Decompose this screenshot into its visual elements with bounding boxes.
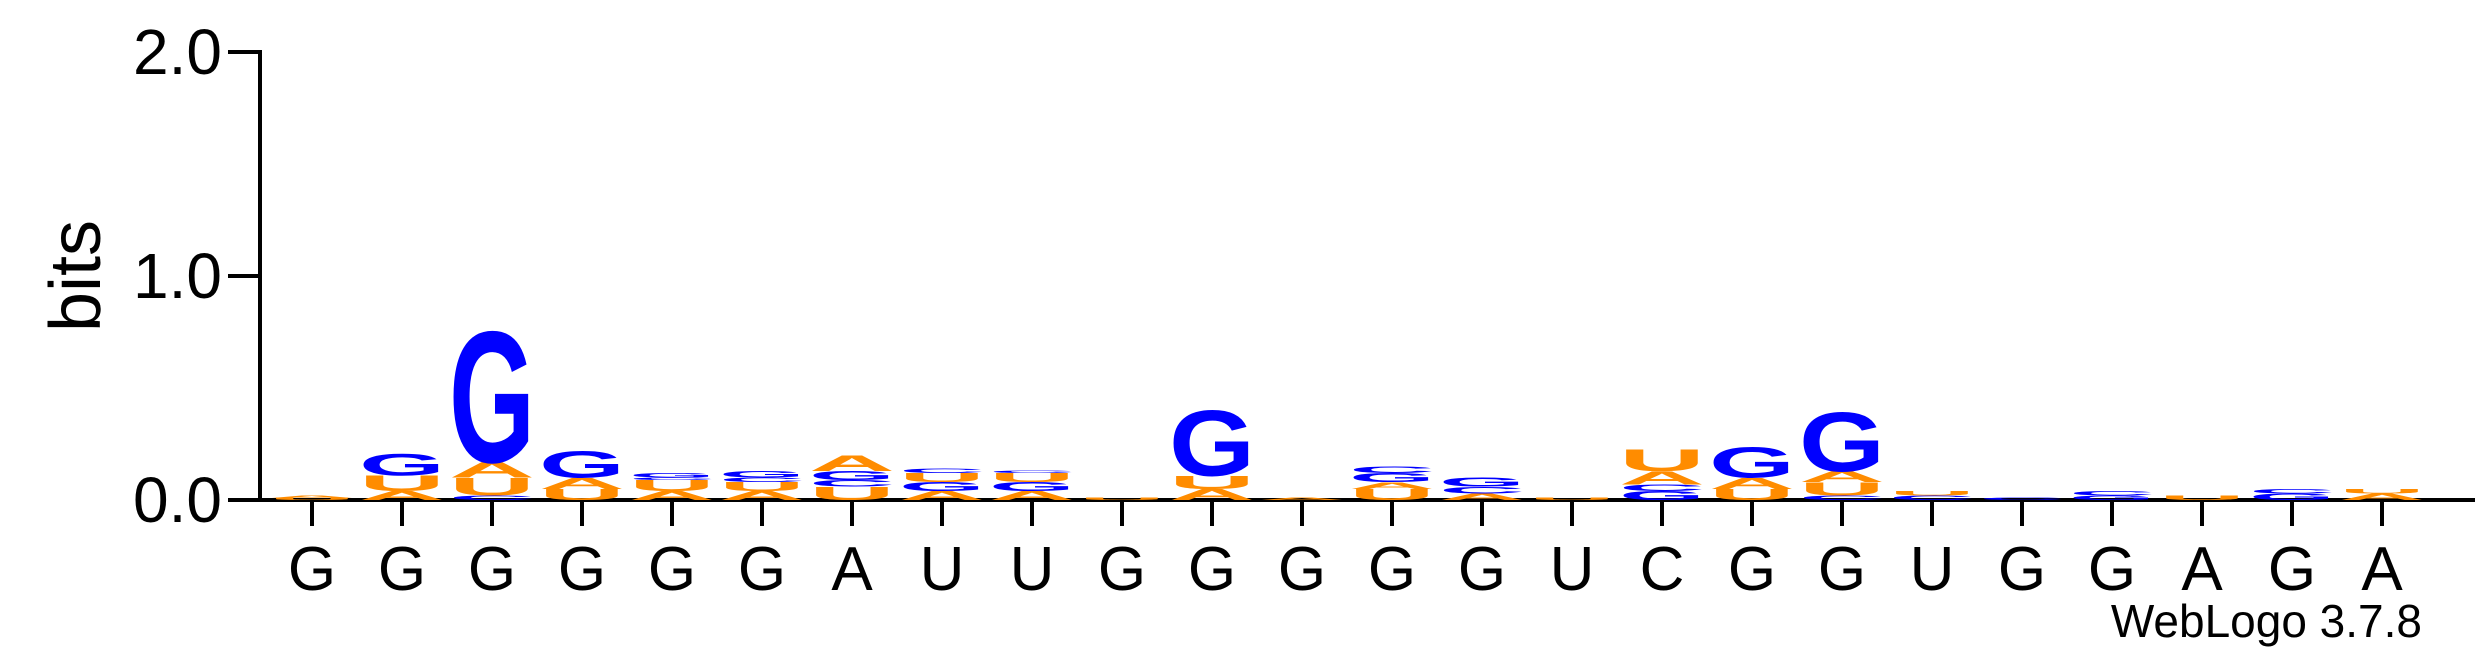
logo-letter: C [989,470,1075,473]
logo-letter: A [269,495,355,498]
x-tick-label: U [1550,535,1595,604]
logo-letter: C [1349,465,1435,475]
x-tick-label: G [1818,535,1866,604]
logo-letter: A [359,489,445,503]
logo-letter: U [899,471,985,485]
x-tick-label: G [1098,535,1146,604]
logo-letter: A [449,458,535,483]
x-tick-label: G [1368,535,1416,604]
logo-letter: G [1619,489,1705,503]
logo-letter: U [1799,479,1885,500]
x-tick-label: U [1010,535,1055,604]
logo-letter: C [1619,483,1705,493]
x-tick-label: G [558,535,606,604]
x-tick-label: G [738,535,786,604]
logo-letter: A [989,489,1075,503]
x-tick-label: G [1278,535,1326,604]
logo-letter: C [809,478,895,488]
logo-letter: G [2069,494,2155,501]
x-tick-label: G [2268,535,2316,604]
logo-letter: C [719,477,805,484]
logo-letter: A [629,489,715,503]
logo-letter: G [1799,394,1885,489]
logo-letter: G [809,469,895,483]
logo-letter: G [1439,475,1525,489]
logo-letter: U [719,480,805,494]
logo-letter: A [539,475,625,492]
x-tick-label: C [1640,535,1685,604]
logo-letter: A [1169,486,1255,503]
logo-letter: C [629,477,715,480]
y-tick-label: 1.0 [133,240,222,312]
logo-letter: U [1619,443,1705,478]
x-tick-label: G [1458,535,1506,604]
logo-letter: G [1349,471,1435,485]
x-tick-label: G [1188,535,1236,604]
x-tick-label: G [1998,535,2046,604]
logo-letter: C [1799,494,1885,501]
logo-letter: G [1169,390,1255,495]
logo-letter: U [629,477,715,494]
logo-letter: C [2069,490,2155,497]
logo-letter: U [2159,494,2245,501]
logo-letter: U [359,471,445,496]
logo-letter: G [899,480,985,494]
footer: WebLogo 3.7.8 [2111,595,2422,647]
logo-letter: G [629,472,715,479]
x-tick-label: G [378,535,426,604]
logo-letter: U [1529,497,1615,500]
logo-letter: C [899,468,985,475]
logo-letter: U [809,483,895,504]
logo-letter: A [809,451,895,476]
x-tick-label: A [2181,535,2223,604]
x-tick-label: G [468,535,516,604]
logo-letter: C [1889,494,1975,501]
x-tick-label: A [2361,535,2403,604]
logo-letter: U [2339,488,2425,495]
logo-letter: A [1799,468,1885,485]
logo-letter: U [449,473,535,501]
logo-letter: G [359,447,445,482]
logo-letter: U [1709,486,1795,503]
y-tick-label: 0.0 [133,464,222,536]
x-tick-label: G [2088,535,2136,604]
logo-letter: U [1889,490,1975,497]
logo-letter: G [989,480,1075,494]
logo-letter: C [1439,485,1525,495]
logo-letter: G [719,469,805,479]
x-tick-label: U [1910,535,1955,604]
logo-letter: C [449,494,535,501]
x-tick-label: G [288,535,336,604]
logo-letter: A [2339,492,2425,502]
logo-letter: G [539,444,625,486]
logo-letter: U [1169,472,1255,493]
logo-letter: U [1349,486,1435,503]
logo-letter: A [719,489,805,503]
logo-letter: A [1259,497,1345,500]
x-tick-label: U [920,535,965,604]
logo-letter: A [899,489,985,503]
x-tick-label: A [831,535,873,604]
logo-letter: G [449,292,535,502]
logo-letter: G [2249,492,2335,502]
logo-letter: U [1079,497,1165,500]
x-tick-label: G [1728,535,1776,604]
logo-letter: A [1439,492,1525,502]
logo-letter: A [1619,468,1705,489]
logo-letter: A [1709,475,1795,492]
logo-letter: G [1709,438,1795,487]
x-tick-label: G [648,535,696,604]
logo-letter: U [539,486,625,503]
logo-letter: U [269,497,355,500]
logo-letter: C [2249,488,2335,495]
y-tick-label: 2.0 [133,16,222,88]
logo-letter: C [1979,497,2065,500]
logo-letter: U [989,471,1075,485]
logo-letter: A [1349,480,1435,490]
y-axis-label: bits [36,220,116,332]
